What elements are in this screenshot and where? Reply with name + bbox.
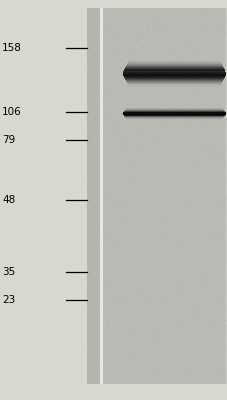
Bar [126,82,221,83]
Bar [123,113,225,114]
Bar [128,61,220,62]
Bar [127,63,220,64]
Bar [124,110,223,111]
Bar [126,65,222,66]
Bar [126,66,222,67]
Bar [127,63,221,64]
Text: 158: 158 [2,43,22,53]
Bar [123,112,225,113]
Text: 106: 106 [2,107,22,117]
Bar [123,70,224,71]
Bar [125,66,222,67]
Bar [124,69,224,70]
Bar [123,76,224,77]
Bar [126,108,222,109]
Bar [124,78,223,79]
Bar [125,80,222,81]
Bar [102,8,225,384]
Bar [125,67,223,68]
Bar [126,81,221,82]
Bar [123,115,224,116]
Bar [125,117,223,118]
Bar [126,118,222,119]
Bar [123,112,225,113]
Bar [123,111,224,112]
Bar [124,110,223,111]
Bar [124,68,223,69]
Bar [124,111,224,112]
Bar [124,68,223,69]
Bar [123,75,225,76]
Bar [123,113,225,114]
Bar [123,114,225,115]
Bar [124,116,223,117]
Bar [125,67,222,68]
Text: 48: 48 [2,195,15,205]
Bar [123,76,224,77]
Bar [124,77,224,78]
Bar [125,79,222,80]
Text: 23: 23 [2,295,15,305]
Bar [128,86,220,87]
Bar [86,8,100,384]
Bar [123,72,225,74]
Bar [128,85,220,86]
Bar [124,116,223,117]
Bar [123,77,224,78]
Bar [127,84,220,86]
Text: 79: 79 [2,135,15,145]
Bar [126,81,222,82]
Bar [124,78,223,79]
Bar [127,62,220,63]
Bar [127,83,221,84]
Bar [123,114,225,115]
Bar [126,119,222,120]
Bar [126,119,221,120]
Bar [123,73,225,74]
Bar [126,82,221,83]
Bar [126,80,222,81]
Bar [126,119,221,120]
Bar [126,118,222,119]
Bar [126,64,221,65]
Bar [123,75,225,76]
Bar [125,79,223,80]
Bar [123,115,224,116]
Bar [100,8,102,384]
Bar [123,114,225,115]
Bar [128,61,220,62]
Bar [123,72,225,73]
Bar [126,108,222,109]
Bar [123,74,225,75]
Text: 35: 35 [2,267,15,277]
Bar [123,70,224,71]
Bar [123,71,225,72]
Bar [125,117,222,118]
Bar [125,109,222,110]
Bar [126,65,221,66]
Bar [123,113,225,114]
Bar [126,108,222,109]
Bar [125,109,222,110]
Bar [127,84,220,85]
Bar [126,64,221,65]
